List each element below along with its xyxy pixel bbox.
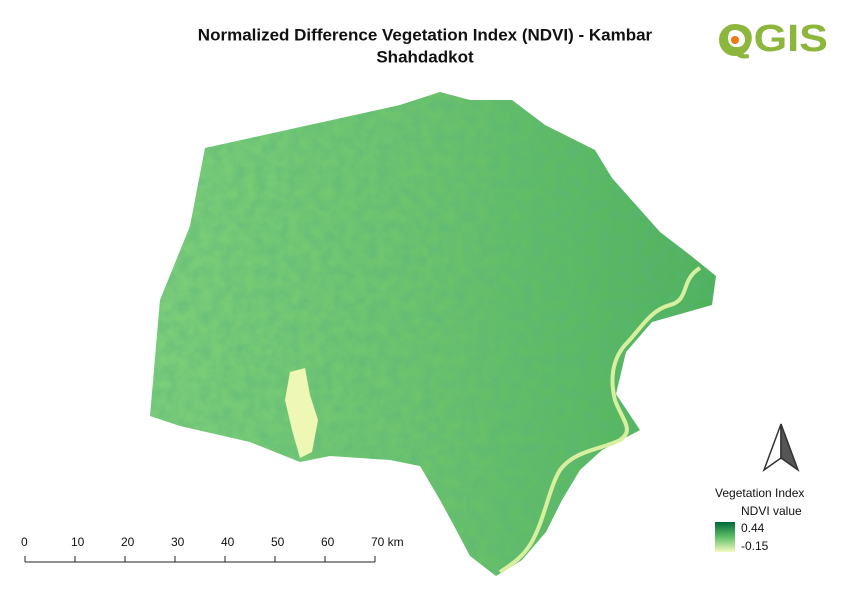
title-line: Shahdadkot (376, 47, 474, 66)
north-arrow (762, 423, 800, 473)
qgis-logo: QGIS (719, 18, 828, 60)
river (498, 266, 702, 574)
scale-label: 0 (21, 535, 28, 549)
scale-label: 60 (321, 535, 335, 549)
legend: Vegetation Index NDVI value 0.44 -0.15 (715, 486, 804, 553)
legend-subtitle: NDVI value (741, 504, 802, 518)
arrow-left (762, 423, 782, 473)
scale-label: 10 (71, 535, 85, 549)
logo-text: QGIS (720, 18, 828, 60)
scale-label: 70 km (371, 535, 404, 549)
legend-title: Vegetation Index (715, 486, 804, 500)
scale-label: 50 (271, 535, 285, 549)
logo-dot (731, 36, 739, 44)
title-line: Normalized Difference Vegetation Index (… (198, 25, 653, 44)
scale-bar: 0 10 20 30 40 50 60 70 km (21, 535, 404, 563)
legend-min: -0.15 (741, 539, 769, 553)
legend-max: 0.44 (741, 521, 765, 535)
scale-label: 20 (121, 535, 135, 549)
arrow-right (780, 423, 800, 473)
scale-label: 30 (171, 535, 185, 549)
logo-ring (719, 24, 751, 56)
legend-ramp (715, 522, 735, 552)
scale-label: 40 (221, 535, 235, 549)
lake (285, 368, 318, 458)
district-area (150, 92, 716, 576)
ndvi-raster (150, 92, 716, 576)
